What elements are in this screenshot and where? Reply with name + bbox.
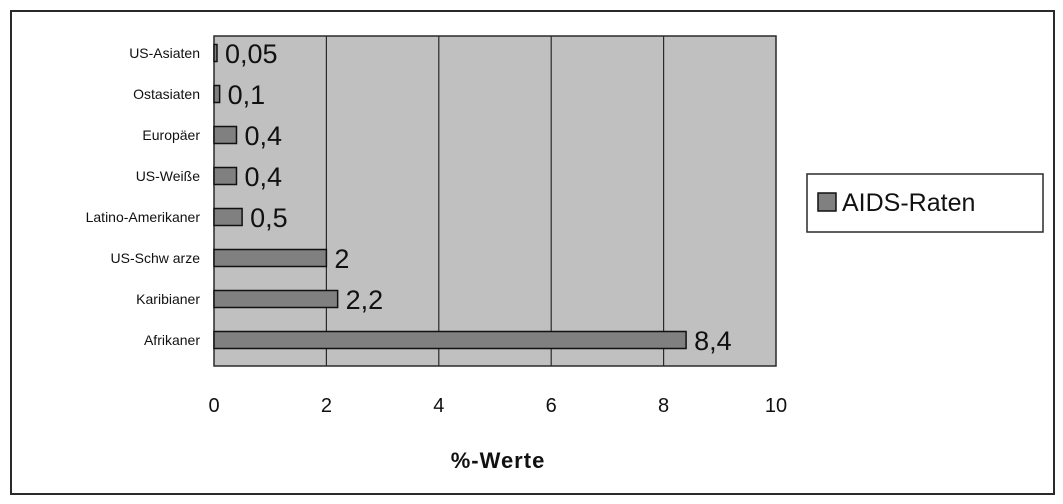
category-labels: US-Asiaten Ostasiaten Europäer US-Weiße Lati… <box>86 45 201 348</box>
data-label: 0,4 <box>244 121 282 151</box>
bar <box>213 43 218 63</box>
bar <box>213 248 328 268</box>
category-label: US-Schw arze <box>111 250 201 266</box>
x-axis-title: %-Werte <box>451 448 546 473</box>
x-tick-label: 10 <box>765 395 787 417</box>
bar <box>213 330 687 350</box>
chart-container: US-Asiaten Ostasiaten Europäer US-Weiße Lati… <box>10 10 1055 495</box>
plot-background <box>213 35 777 367</box>
bar <box>213 166 238 186</box>
legend: AIDS-Raten <box>806 173 1044 233</box>
bar <box>213 125 238 145</box>
bar <box>213 207 243 227</box>
legend-label: AIDS-Raten <box>842 189 975 217</box>
data-label: 0,5 <box>250 203 288 233</box>
data-labels: 0,05 0,1 0,4 0,4 0,5 2 2,2 8,4 <box>225 39 732 356</box>
category-label: Afrikaner <box>144 332 200 348</box>
x-tick-label: 8 <box>658 395 669 417</box>
legend-swatch <box>817 192 837 212</box>
category-label: Karibianer <box>136 291 200 307</box>
x-tick-label: 4 <box>433 395 444 417</box>
x-tick-label: 2 <box>321 395 332 417</box>
x-tick-labels: 0 2 4 6 8 10 <box>208 395 787 417</box>
x-tick-label: 6 <box>546 395 557 417</box>
category-label: Ostasiaten <box>133 86 200 102</box>
category-label: US-Weiße <box>136 168 201 184</box>
x-tick-label: 0 <box>208 395 219 417</box>
bars <box>213 43 687 350</box>
bar <box>213 84 221 104</box>
data-label: 2 <box>334 244 349 274</box>
category-label: Latino-Amerikaner <box>86 209 201 225</box>
data-label: 0,05 <box>225 39 278 69</box>
legend-box <box>806 173 1044 233</box>
chart-svg: US-Asiaten Ostasiaten Europäer US-Weiße Lati… <box>86 35 1044 473</box>
gridlines <box>325 36 665 366</box>
data-label: 0,4 <box>244 162 282 192</box>
bar <box>213 289 339 309</box>
data-label: 2,2 <box>346 285 384 315</box>
data-label: 0,1 <box>228 80 266 110</box>
category-label: US-Asiaten <box>129 45 200 61</box>
category-label: Europäer <box>142 127 200 143</box>
data-label: 8,4 <box>694 326 732 356</box>
